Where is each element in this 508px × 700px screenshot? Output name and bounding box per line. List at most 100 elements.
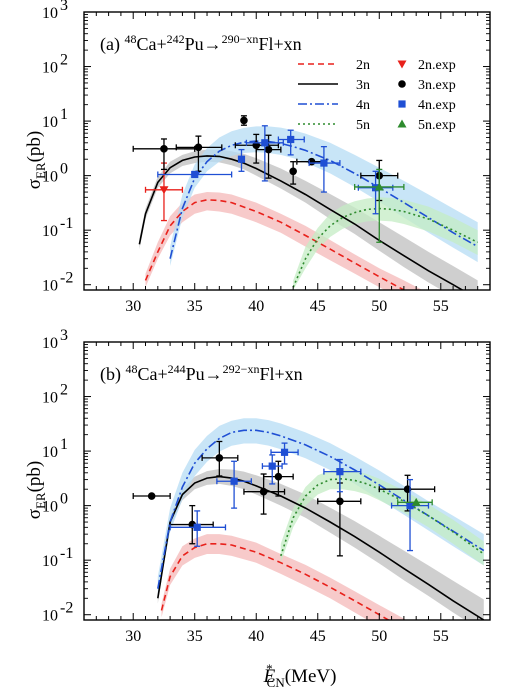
exp-marker-4n-a-2 — [237, 155, 246, 163]
y-axis-label-a: σER(pb) — [24, 131, 48, 190]
curve-5n-b — [280, 477, 485, 557]
exp-point-4n-a-5 — [308, 145, 341, 193]
exp-point-3n-b-1 — [132, 492, 171, 500]
exp-marker-3n-a-3 — [240, 116, 248, 125]
legend-line-label-3n: 3n — [356, 78, 370, 93]
legend-item-4n: 4n 4n.exp — [298, 98, 456, 113]
uncertainty-bands-a — [139, 126, 478, 290]
panel-title-b: (b) 48Ca+244Pu→292−xnFl+xn — [100, 362, 303, 385]
curve-2n-b — [160, 543, 391, 620]
exp-point-4n-b-3 — [261, 454, 283, 485]
y-tick-exponent-4-b: 2 — [60, 382, 68, 399]
y-tick-label-0-b: 10 — [42, 608, 58, 625]
y-tick-label-5-a: 10 — [42, 5, 58, 22]
curve-3n-a — [138, 155, 464, 290]
x-tick-label-40-b: 40 — [248, 628, 264, 645]
curve-3n-b — [157, 475, 485, 620]
legend-line-label-5n: 5n — [356, 118, 370, 133]
y-tick-exponent-2-a: 0 — [60, 161, 68, 178]
legend-marker-4n — [398, 100, 406, 108]
x-tick-label-30-a: 30 — [125, 298, 141, 315]
exp-point-3n-a-3 — [240, 115, 248, 126]
exp-point-4n-b-1 — [169, 510, 227, 547]
exp-point-2n-a-1 — [144, 162, 184, 222]
exp-marker-4n-b-5 — [336, 468, 344, 476]
exp-point-4n-b-5 — [323, 458, 362, 493]
exp-marker-4n-a-4 — [287, 135, 295, 144]
band-3n-a — [139, 149, 478, 290]
x-tick-label-45-b: 45 — [310, 628, 326, 645]
exp-marker-4n-b-1 — [193, 523, 201, 531]
y-tick-label-2-b: 10 — [42, 499, 58, 516]
x-tick-label-30-b: 30 — [125, 628, 141, 645]
exp-point-3n-a-6 — [289, 161, 297, 185]
theory-curves-b — [157, 429, 485, 620]
exp-marker-4n-b-2 — [230, 477, 238, 485]
curve-4n-b — [157, 429, 485, 589]
exp-marker-4n-a-5 — [320, 159, 328, 167]
legend-marker-5n — [397, 119, 407, 128]
exp-point-3n-b-5 — [262, 460, 294, 497]
x-axis-label: E* CN(MeV) — [263, 661, 337, 690]
legend-marker-label-5n: 5n.exp — [418, 118, 456, 133]
curve-5n-a — [292, 207, 479, 288]
exp-point-4n-a-1 — [157, 170, 233, 179]
y-tick-exponent-1-b: -1 — [60, 545, 73, 562]
legend-item-5n: 5n 5n.exp — [298, 118, 456, 133]
y-axis-label-b: σER(pb) — [24, 461, 48, 520]
y-tick-exponent-2-b: 0 — [60, 491, 68, 508]
x-tick-label-50-a: 50 — [371, 298, 387, 315]
exp-point-3n-b-3 — [201, 440, 239, 477]
y-tick-exponent-0-a: -2 — [60, 270, 73, 287]
legend-line-label-4n: 4n — [356, 98, 370, 113]
legend-item-3n: 3n 3n.exp — [298, 78, 456, 93]
y-tick-exponent-1-a: -1 — [60, 215, 73, 232]
experimental-points-a — [132, 115, 405, 243]
exp-point-3n-b-6 — [317, 482, 362, 557]
exp-point-4n-b-4 — [270, 442, 299, 465]
band-5n-a — [293, 197, 478, 290]
x-tick-label-50-b: 50 — [371, 628, 387, 645]
exp-point-4n-b-6 — [390, 478, 430, 552]
legend: 2n 2n.exp 3n 3n.exp 4n 4n.exp 5n 5n.exp — [298, 58, 456, 133]
exp-marker-5n-a-1 — [374, 182, 384, 191]
exp-point-4n-a-6 — [357, 170, 394, 215]
exp-point-4n-b-2 — [216, 460, 252, 509]
theory-curves-a — [138, 140, 479, 290]
y-tick-exponent-5-b: 3 — [60, 327, 68, 344]
curve-4n-a — [169, 140, 479, 259]
legend-marker-label-2n: 2n.exp — [418, 58, 456, 73]
exp-marker-3n-b-5 — [274, 472, 283, 481]
exp-point-4n-a-3 — [245, 125, 284, 182]
exp-marker-5n-b-1 — [411, 497, 421, 506]
y-tick-label-4-a: 10 — [42, 60, 58, 77]
exp-marker-3n-b-1 — [147, 492, 156, 500]
exp-marker-4n-b-6 — [406, 502, 414, 510]
x-tick-label-35-a: 35 — [187, 298, 203, 315]
exp-marker-3n-a-5 — [264, 145, 273, 154]
exp-marker-4n-b-4 — [280, 448, 289, 456]
exp-point-4n-a-2 — [237, 148, 246, 172]
exp-point-5n-b-1 — [397, 497, 433, 506]
y-tick-exponent-0-b: -2 — [60, 600, 73, 617]
y-tick-label-1-a: 10 — [42, 223, 58, 240]
y-tick-exponent-5-a: 3 — [60, 0, 68, 14]
y-tick-label-1-b: 10 — [42, 553, 58, 570]
band-2n-a — [145, 192, 423, 290]
exp-point-5n-a-1 — [354, 168, 405, 243]
y-tick-label-4-b: 10 — [42, 390, 58, 407]
exp-marker-3n-a-1 — [160, 145, 168, 153]
y-tick-label-3-b: 10 — [42, 444, 58, 461]
x-tick-label-55-b: 55 — [433, 628, 449, 645]
curve-2n-a — [144, 198, 406, 290]
legend-marker-label-3n: 3n.exp — [418, 78, 456, 93]
x-tick-label-55-a: 55 — [433, 298, 449, 315]
y-tick-exponent-3-a: 1 — [60, 106, 68, 123]
y-tick-exponent-3-b: 1 — [60, 436, 68, 453]
exp-marker-3n-b-6 — [336, 497, 344, 506]
x-tick-label-40-a: 40 — [248, 298, 264, 315]
